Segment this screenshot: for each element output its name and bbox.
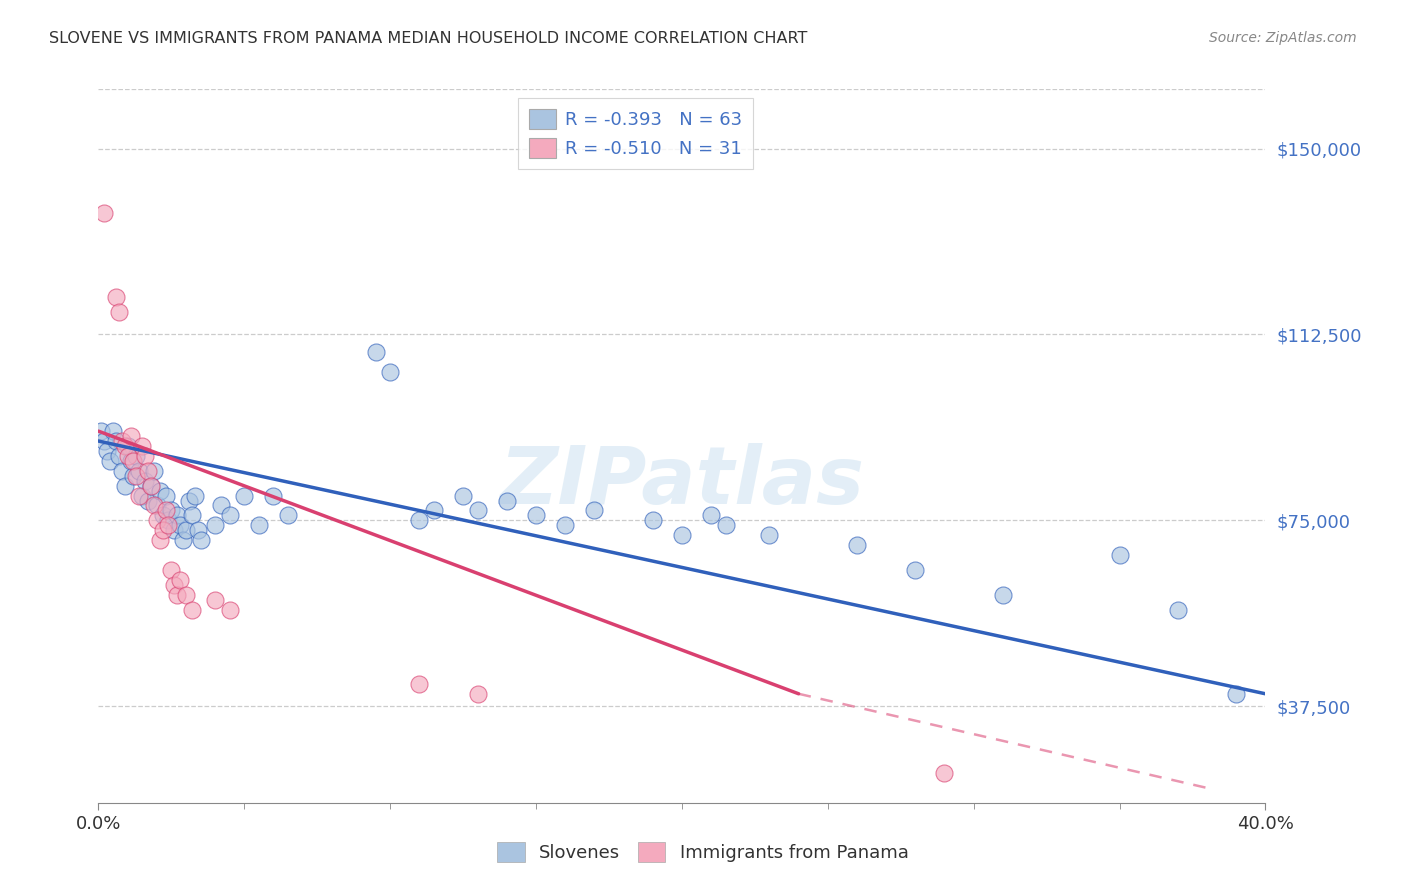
Point (177, 493, 200, 508)
Point (152, 508, 174, 523)
Point (1108, 548, 1130, 562)
Point (758, 528, 780, 542)
Point (408, 513, 430, 527)
Point (160, 563, 183, 577)
Point (142, 499, 165, 513)
Point (846, 538, 869, 552)
Point (146, 499, 169, 513)
Point (160, 503, 183, 517)
Point (524, 508, 547, 523)
Point (904, 563, 927, 577)
Point (496, 493, 519, 508)
Point (120, 454, 142, 468)
Point (262, 489, 284, 503)
Point (157, 513, 180, 527)
Point (700, 508, 723, 523)
Point (934, 766, 956, 780)
Point (131, 489, 153, 503)
Point (146, 513, 169, 527)
Point (554, 518, 576, 533)
Point (125, 468, 148, 483)
Point (169, 573, 191, 587)
Point (174, 523, 197, 537)
Point (128, 464, 150, 478)
Point (136, 493, 159, 508)
Point (104, 290, 127, 304)
Point (134, 449, 156, 463)
Point (134, 474, 156, 488)
Point (96, 444, 118, 458)
Point (93, 434, 115, 448)
Point (380, 365, 402, 379)
Point (180, 602, 202, 616)
Point (111, 464, 134, 478)
Point (714, 518, 737, 533)
Point (233, 489, 256, 503)
Point (128, 489, 150, 503)
Point (218, 508, 240, 523)
Text: SLOVENE VS IMMIGRANTS FROM PANAMA MEDIAN HOUSEHOLD INCOME CORRELATION CHART: SLOVENE VS IMMIGRANTS FROM PANAMA MEDIAN… (49, 31, 807, 46)
Point (114, 478, 136, 492)
Point (136, 464, 159, 478)
Point (166, 588, 188, 602)
Point (991, 588, 1014, 602)
Point (122, 468, 145, 483)
Point (104, 434, 127, 448)
Point (90, 424, 112, 438)
Point (125, 449, 148, 463)
Point (277, 508, 299, 523)
Point (183, 489, 205, 503)
Point (187, 523, 209, 537)
Point (190, 533, 212, 548)
Point (139, 478, 162, 492)
Point (671, 528, 693, 542)
Point (247, 518, 270, 533)
Point (209, 499, 232, 513)
Point (423, 503, 446, 517)
Text: ZIPatlas: ZIPatlas (499, 442, 865, 521)
Point (149, 483, 172, 498)
Point (1167, 602, 1189, 616)
Point (218, 602, 240, 616)
Point (131, 439, 153, 453)
Point (204, 518, 226, 533)
Point (163, 578, 186, 592)
Point (172, 533, 194, 548)
Point (108, 449, 131, 463)
Point (108, 305, 131, 319)
Point (169, 518, 191, 533)
Point (93, 206, 115, 220)
Point (583, 503, 606, 517)
Legend: Slovenes, Immigrants from Panama: Slovenes, Immigrants from Panama (491, 835, 915, 870)
Point (139, 478, 162, 492)
Point (155, 503, 177, 517)
Point (120, 429, 142, 443)
Point (122, 454, 145, 468)
Point (467, 687, 489, 701)
Point (467, 503, 489, 517)
Point (180, 508, 202, 523)
Point (149, 533, 172, 548)
Point (174, 588, 197, 602)
Point (155, 489, 177, 503)
Legend: R = -0.393   N = 63, R = -0.510   N = 31: R = -0.393 N = 63, R = -0.510 N = 31 (517, 98, 752, 169)
Point (451, 489, 474, 503)
Point (364, 344, 387, 359)
Point (408, 677, 430, 691)
Point (204, 592, 226, 607)
Point (1225, 687, 1247, 701)
Point (111, 434, 134, 448)
Point (163, 523, 186, 537)
Point (117, 439, 139, 453)
Text: Source: ZipAtlas.com: Source: ZipAtlas.com (1209, 31, 1357, 45)
Point (152, 523, 174, 537)
Point (166, 508, 188, 523)
Point (641, 513, 664, 527)
Point (101, 424, 124, 438)
Point (114, 439, 136, 453)
Point (117, 449, 139, 463)
Point (157, 518, 180, 533)
Point (98, 454, 121, 468)
Point (142, 464, 165, 478)
